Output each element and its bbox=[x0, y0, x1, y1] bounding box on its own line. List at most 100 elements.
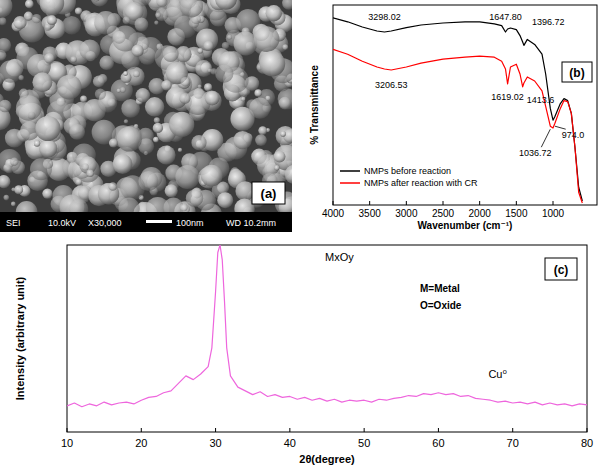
panel-label: (a) bbox=[261, 186, 277, 201]
sem-panel: SEI10.0kVX30,000100nmWD 10.2mm(a) bbox=[0, 0, 305, 232]
x-tick bbox=[587, 428, 588, 432]
particle bbox=[136, 88, 150, 102]
particle bbox=[19, 75, 24, 80]
particle bbox=[186, 190, 203, 207]
x-tick-label: 3500 bbox=[359, 208, 382, 219]
annotation: 1647.80 bbox=[489, 12, 522, 22]
particle bbox=[211, 68, 217, 74]
x-tick-label: 1000 bbox=[542, 208, 565, 219]
particle bbox=[123, 17, 131, 25]
plot-frame bbox=[333, 5, 597, 205]
particle bbox=[124, 119, 128, 123]
particle bbox=[191, 135, 206, 150]
particle bbox=[180, 204, 190, 212]
particle bbox=[121, 72, 132, 83]
particle bbox=[254, 89, 262, 97]
y-axis-label: % Transmittance bbox=[309, 65, 320, 145]
particle bbox=[204, 83, 212, 91]
particle bbox=[215, 64, 233, 82]
panel-label-box bbox=[562, 62, 592, 82]
particle bbox=[163, 46, 179, 62]
particle bbox=[32, 72, 52, 92]
scale-bar bbox=[146, 220, 172, 223]
panel-label: (b) bbox=[569, 66, 584, 80]
x-tick bbox=[333, 201, 334, 205]
particle bbox=[95, 89, 106, 100]
sem-background bbox=[0, 0, 292, 212]
particle bbox=[157, 0, 168, 7]
info-bar bbox=[0, 212, 292, 232]
particle bbox=[0, 17, 6, 25]
info-text: WD 10.2mm bbox=[226, 218, 276, 228]
particle bbox=[34, 140, 40, 146]
x-tick-label: 50 bbox=[358, 437, 370, 449]
x-tick-label: 3000 bbox=[395, 208, 418, 219]
particle bbox=[0, 100, 11, 113]
panel-label-box bbox=[252, 182, 285, 204]
x-tick-label: 2500 bbox=[432, 208, 455, 219]
particle bbox=[165, 184, 178, 197]
particle bbox=[35, 116, 60, 141]
particle bbox=[274, 151, 286, 163]
particle bbox=[109, 139, 118, 148]
particle bbox=[234, 32, 258, 56]
x-tick-label: 60 bbox=[432, 437, 444, 449]
x-tick-label: 1500 bbox=[505, 208, 528, 219]
annotation: 1619.02 bbox=[491, 92, 524, 102]
particle bbox=[179, 93, 190, 104]
particle bbox=[205, 91, 220, 106]
particle bbox=[282, 0, 292, 10]
info-text: 100nm bbox=[176, 218, 204, 228]
particle bbox=[196, 29, 218, 51]
particle bbox=[69, 124, 85, 140]
x-tick-label: 10 bbox=[61, 437, 73, 449]
figure: SEI10.0kVX30,000100nmWD 10.2mm(a)4000350… bbox=[0, 0, 600, 467]
particle bbox=[76, 179, 82, 185]
particle bbox=[117, 89, 121, 93]
particle bbox=[195, 60, 212, 77]
series-line bbox=[333, 18, 582, 201]
particle bbox=[227, 35, 232, 40]
particle bbox=[198, 84, 202, 88]
annotation-arrow bbox=[541, 129, 550, 147]
particle bbox=[279, 97, 292, 110]
particle bbox=[91, 0, 108, 6]
particle bbox=[241, 97, 246, 102]
particle bbox=[120, 175, 145, 200]
x-tick bbox=[215, 428, 216, 432]
particle bbox=[80, 95, 87, 102]
particle bbox=[70, 56, 76, 62]
particle bbox=[0, 175, 10, 188]
particle bbox=[44, 24, 51, 31]
particle bbox=[0, 149, 21, 173]
legend-label: NMPs after reaction with CR bbox=[364, 178, 478, 188]
particle bbox=[94, 11, 117, 34]
particle bbox=[255, 134, 267, 146]
particle bbox=[82, 164, 89, 171]
particle bbox=[215, 0, 237, 10]
particle bbox=[161, 80, 171, 90]
x-tick bbox=[479, 201, 480, 205]
x-axis-label: Wavenumber (cm⁻¹) bbox=[418, 220, 513, 231]
particle bbox=[98, 183, 119, 204]
particle bbox=[117, 126, 142, 151]
particle bbox=[11, 202, 16, 207]
particle bbox=[135, 18, 149, 32]
x-tick-label: 80 bbox=[581, 437, 593, 449]
particle bbox=[197, 48, 203, 54]
x-tick-label: 4000 bbox=[322, 208, 345, 219]
x-tick bbox=[438, 428, 439, 432]
x-tick bbox=[443, 201, 444, 205]
particle bbox=[109, 182, 118, 191]
particle bbox=[16, 95, 42, 121]
sem-texture bbox=[0, 0, 292, 212]
particle bbox=[280, 131, 286, 137]
note: O=Oxide bbox=[420, 300, 462, 311]
particle bbox=[282, 44, 288, 50]
legend-swatch bbox=[340, 170, 360, 172]
annotation: 1036.72 bbox=[519, 148, 552, 158]
particle bbox=[32, 14, 41, 23]
panel-label-box bbox=[545, 258, 577, 280]
particle bbox=[154, 21, 158, 25]
particle bbox=[14, 185, 23, 194]
